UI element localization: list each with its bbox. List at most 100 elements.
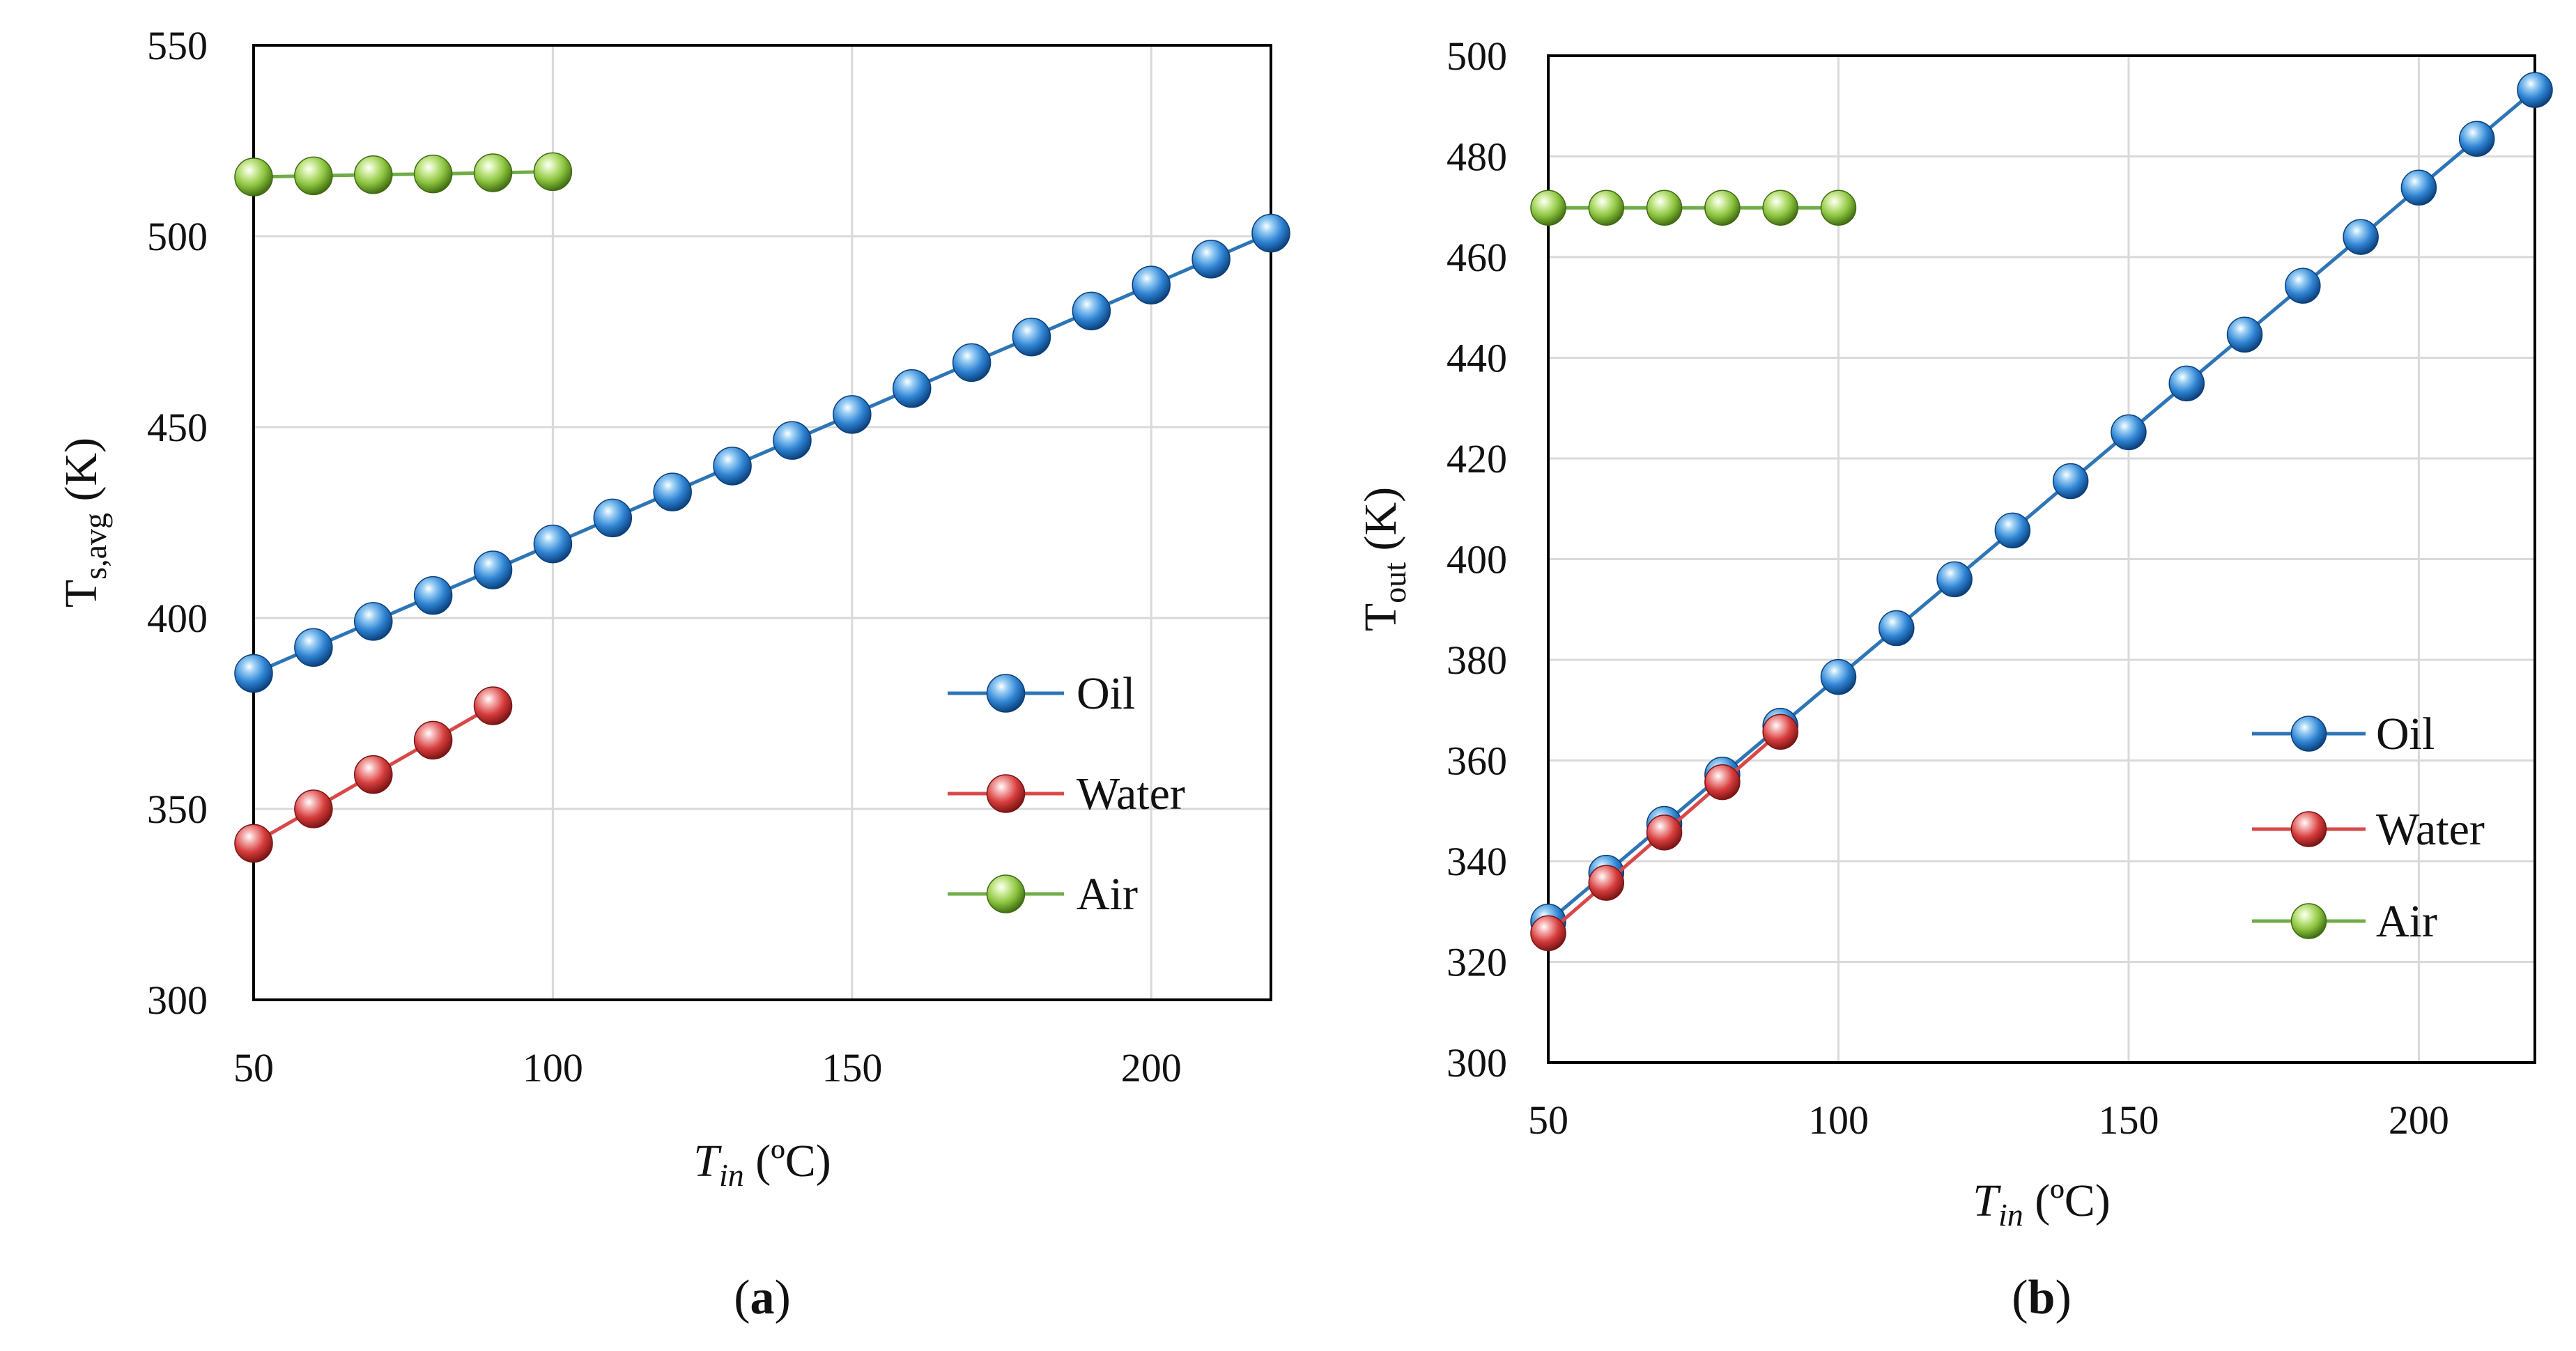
data-point-oil bbox=[653, 472, 692, 511]
chart-panel-b: 50 100 150 200 300 320 340 360 380 400 420 440 460 48… bbox=[1355, 33, 2553, 1325]
y-tick-label: 300 bbox=[147, 978, 208, 1023]
panel-label-open: ( bbox=[734, 1271, 750, 1325]
y-tick-label: 500 bbox=[147, 214, 208, 259]
y-tick-label: 320 bbox=[1447, 940, 1507, 985]
data-point-oil bbox=[473, 550, 513, 589]
data-point-oil bbox=[1072, 291, 1111, 331]
y-tick-label: 400 bbox=[147, 596, 208, 641]
data-point-oil bbox=[2226, 316, 2263, 353]
legend-item-air: Air bbox=[2252, 896, 2437, 947]
legend-label: Oil bbox=[1077, 668, 1135, 719]
panel-label: (b) bbox=[2012, 1271, 2072, 1325]
panel-label-close: ) bbox=[2055, 1271, 2071, 1325]
x-axis-title-sub: in bbox=[719, 1157, 744, 1193]
x-tick-label: 50 bbox=[233, 1045, 274, 1090]
data-point-oil bbox=[2168, 365, 2205, 402]
y-axis-title-main: T bbox=[56, 580, 107, 608]
data-point-air bbox=[294, 156, 333, 196]
y-axis-ticks: 300 350 400 450 500 550 bbox=[147, 23, 208, 1023]
data-point-air bbox=[1820, 190, 1857, 226]
y-axis-title: Ts,avg (K) bbox=[56, 438, 113, 608]
data-point-oil bbox=[2400, 169, 2437, 206]
legend-item-water: Water bbox=[948, 769, 1185, 819]
data-point-water bbox=[294, 789, 333, 828]
data-point-oil bbox=[234, 654, 273, 693]
legend-label: Air bbox=[1077, 869, 1138, 920]
y-tick-label: 460 bbox=[1447, 235, 1507, 280]
y-tick-label: 380 bbox=[1447, 638, 1507, 683]
legend-marker bbox=[2290, 903, 2327, 939]
legend-item-oil: Oil bbox=[2252, 709, 2435, 759]
data-point-oil bbox=[833, 395, 872, 434]
x-axis-title-main: T bbox=[693, 1136, 722, 1187]
x-axis-ticks: 50 100 150 200 bbox=[1528, 1097, 2449, 1143]
x-axis-ticks: 50 100 150 200 bbox=[233, 1045, 1182, 1090]
y-tick-label: 360 bbox=[1447, 739, 1507, 784]
data-point-oil bbox=[2343, 219, 2379, 255]
x-axis-title: Tin (ºC) bbox=[1973, 1175, 2110, 1233]
y-tick-label: 550 bbox=[147, 23, 208, 68]
y-tick-label: 480 bbox=[1447, 134, 1507, 180]
data-point-oil bbox=[294, 628, 333, 667]
y-tick-label: 420 bbox=[1447, 436, 1507, 481]
y-tick-label: 300 bbox=[1447, 1040, 1507, 1086]
legend-label: Oil bbox=[2376, 709, 2435, 759]
data-point-oil bbox=[1879, 610, 1915, 647]
legend-marker bbox=[986, 674, 1026, 713]
data-point-oil bbox=[2458, 121, 2495, 157]
data-point-oil bbox=[1132, 265, 1171, 304]
x-axis-title-sub: in bbox=[1998, 1197, 2023, 1233]
data-point-oil bbox=[354, 602, 393, 641]
data-point-water bbox=[1762, 713, 1798, 750]
data-point-air bbox=[1530, 190, 1566, 226]
data-point-water bbox=[1704, 764, 1741, 801]
data-point-oil bbox=[892, 369, 932, 408]
data-point-oil bbox=[1251, 213, 1290, 253]
series-oil bbox=[234, 213, 1290, 693]
data-point-oil bbox=[2517, 72, 2553, 108]
x-axis-title-unit: (ºC) bbox=[744, 1136, 831, 1187]
data-point-oil bbox=[2111, 414, 2147, 451]
data-point-oil bbox=[1994, 512, 2031, 549]
x-tick-label: 150 bbox=[2098, 1097, 2159, 1143]
data-point-air bbox=[1704, 190, 1741, 226]
data-point-oil bbox=[2285, 268, 2321, 304]
x-tick-label: 200 bbox=[1121, 1045, 1182, 1090]
legend-marker bbox=[2290, 811, 2327, 847]
data-point-oil bbox=[773, 421, 812, 460]
legend-label: Water bbox=[2376, 804, 2485, 855]
panel-label-open: ( bbox=[2012, 1271, 2028, 1325]
legend-label: Air bbox=[2376, 896, 2437, 947]
legend-marker bbox=[986, 774, 1026, 813]
x-tick-label: 100 bbox=[1808, 1097, 1869, 1143]
plot-frame bbox=[1547, 54, 2536, 1064]
x-tick-label: 100 bbox=[523, 1045, 583, 1090]
panel-label-letter: b bbox=[2028, 1271, 2056, 1325]
legend-marker bbox=[2290, 716, 2327, 752]
panel-label-letter: a bbox=[750, 1271, 775, 1325]
panel-label: (a) bbox=[734, 1271, 791, 1325]
legend: Oil Water Air bbox=[948, 668, 1185, 920]
data-point-oil bbox=[1820, 658, 1857, 695]
data-point-water bbox=[234, 824, 273, 863]
data-point-air bbox=[1762, 190, 1798, 226]
y-axis-title: Tout (K) bbox=[1355, 487, 1412, 631]
y-axis-title-unit: (K) bbox=[1355, 487, 1406, 562]
y-tick-label: 340 bbox=[1447, 839, 1507, 884]
data-point-air bbox=[1588, 190, 1625, 226]
data-point-oil bbox=[2052, 463, 2089, 500]
legend-item-air: Air bbox=[948, 869, 1138, 920]
data-point-air bbox=[1646, 190, 1683, 226]
y-axis-title-main: T bbox=[1355, 603, 1406, 631]
data-point-air bbox=[354, 155, 393, 194]
y-tick-label: 350 bbox=[147, 787, 208, 832]
data-point-oil bbox=[713, 447, 752, 486]
y-axis-ticks: 300 320 340 360 380 400 420 440 460 480 500 bbox=[1447, 33, 1507, 1086]
data-point-oil bbox=[593, 498, 633, 538]
series-air bbox=[1530, 190, 1857, 226]
data-point-air bbox=[413, 154, 453, 194]
x-axis-title-unit: (ºC) bbox=[2023, 1175, 2111, 1226]
data-point-water bbox=[1588, 865, 1625, 901]
